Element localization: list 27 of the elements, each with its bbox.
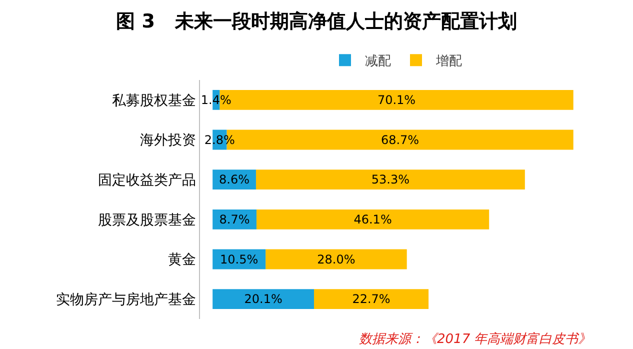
legend-label: 减配 <box>365 54 391 70</box>
data-label: 10.5% <box>220 252 258 266</box>
data-label: 70.1% <box>377 92 416 107</box>
bar <box>256 209 490 230</box>
bar <box>266 249 407 270</box>
source-note: 数据来源：《2017 年高端财富白皮书》 <box>359 331 592 347</box>
y-tick-label: 固定收益类产品 <box>98 172 196 188</box>
data-label: 53.3% <box>371 172 410 187</box>
y-tick-label: 海外投资 <box>140 132 196 149</box>
data-label: 28.0% <box>317 252 356 266</box>
y-tick-label: 黄金 <box>168 252 196 268</box>
data-label: 8.7% <box>219 212 250 226</box>
y-tick-label: 实物房产与房地产基金 <box>56 292 196 308</box>
data-label: 22.7% <box>352 292 390 306</box>
chart-title: 图 3 未来一段时期高净值人士的资产配置计划 <box>116 10 517 32</box>
data-label: 2.8% <box>204 132 235 147</box>
legend-label: 增配 <box>435 54 462 70</box>
data-label: 68.7% <box>380 132 420 147</box>
data-label: 1.4% <box>200 92 232 107</box>
y-tick-label: 私募股权基金 <box>112 92 196 109</box>
bar <box>314 289 429 310</box>
data-label: 20.1% <box>244 292 282 306</box>
bar <box>256 170 525 190</box>
data-label: 8.6% <box>219 172 250 187</box>
bar <box>212 289 314 310</box>
y-tick-label: 股票及股票基金 <box>98 212 196 228</box>
data-label: 46.1% <box>354 212 392 226</box>
